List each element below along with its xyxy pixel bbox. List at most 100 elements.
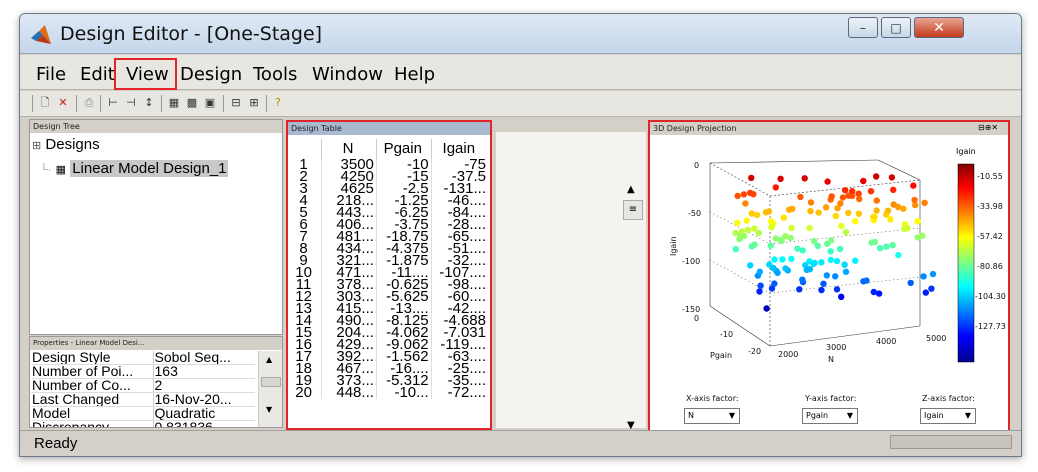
scroll-up-icon[interactable]: ▲ — [266, 355, 273, 364]
close-button[interactable]: ✕ — [914, 17, 964, 38]
chevron-down-icon[interactable]: ▼ — [728, 411, 736, 420]
table-row[interactable]: 8 434... -4.375 -51.... — [288, 243, 488, 255]
table-cell[interactable]: -4.688 — [430, 315, 488, 327]
table-cell[interactable]: -131... — [430, 183, 488, 195]
z-factor-select[interactable]: Igain ▼ — [920, 408, 976, 424]
scroll-thumb[interactable]: ≡ — [623, 200, 643, 220]
table-row[interactable]: 1 3500 -10 -75 — [288, 159, 488, 171]
table-cell[interactable]: -4.062 — [375, 327, 432, 339]
table-cell[interactable]: -107.... — [430, 267, 488, 279]
table-cell[interactable]: -37.5 — [430, 171, 488, 183]
menu-view[interactable]: View — [126, 64, 169, 85]
menu-edit[interactable]: Edit — [80, 64, 115, 85]
menu-window[interactable]: Window — [312, 64, 383, 85]
tree-item-linear-model-design[interactable]: └· ▦ Linear Model Design_1 — [40, 160, 229, 177]
table-cell[interactable]: 415... — [321, 303, 377, 315]
column-header-pgain[interactable]: Pgain — [375, 139, 432, 159]
table-row[interactable]: 16 429... -9.062 -119.... — [288, 339, 488, 351]
table-cell[interactable]: -63.... — [430, 351, 488, 363]
table-cell[interactable]: 218... — [321, 195, 377, 207]
table-cell[interactable]: 303... — [321, 291, 377, 303]
table-cell[interactable]: -60.... — [430, 291, 488, 303]
table-cell[interactable]: 4625 — [321, 183, 377, 195]
table-cell[interactable]: -5.312 — [375, 375, 432, 387]
table-row[interactable]: 11 378... -0.625 -98.... — [288, 279, 488, 291]
table-row[interactable]: 19 373... -5.312 -35.... — [288, 375, 488, 387]
table-cell[interactable]: 378... — [321, 279, 377, 291]
table-cell[interactable]: -13.... — [375, 303, 432, 315]
chevron-down-icon[interactable]: ▼ — [846, 411, 854, 420]
help-icon[interactable]: ? — [275, 96, 281, 109]
property-row[interactable]: Design Style Sobol Seq... — [31, 351, 255, 365]
properties-scrollbar[interactable]: ▲ ▼ — [258, 351, 282, 427]
column-header-igain[interactable]: Igain — [430, 139, 488, 159]
tree-move-icon[interactable]: ⊣ — [126, 96, 136, 109]
menu-file[interactable]: File — [36, 64, 67, 85]
table-cell[interactable]: -65.... — [430, 231, 488, 243]
property-row[interactable]: Number of Poi... 163 — [31, 364, 255, 379]
table-cell[interactable]: -28.... — [430, 219, 488, 231]
scroll-down-icon[interactable]: ▼ — [627, 420, 635, 431]
table-row[interactable]: 15 204... -4.062 -7.031 — [288, 327, 488, 339]
table-cell[interactable]: -75 — [430, 159, 488, 171]
y-factor-select[interactable]: Pgain ▼ — [802, 408, 858, 424]
table-row[interactable]: 4 218... -1.25 -46.... — [288, 195, 488, 207]
table-row[interactable]: 13 415... -13.... -42.... — [288, 303, 488, 315]
table-cell[interactable]: 204... — [321, 327, 377, 339]
table-cell[interactable]: 373... — [321, 375, 377, 387]
table-row[interactable]: 2 4250 -15 -37.5 — [288, 171, 488, 183]
menu-help[interactable]: Help — [394, 64, 436, 85]
table-cell[interactable]: -42.... — [430, 303, 488, 315]
table-cell[interactable]: -51.... — [430, 243, 488, 255]
table-cell[interactable]: -18.75 — [375, 231, 432, 243]
table-cell[interactable]: -1.875 — [375, 255, 432, 267]
table-cell[interactable]: -4.375 — [375, 243, 432, 255]
scroll-thumb[interactable] — [261, 377, 281, 387]
design-table-scrollbar[interactable]: ▲ ≡ ▼ — [496, 132, 646, 431]
tree-add-icon[interactable]: ⊢ — [108, 96, 118, 109]
table-cell[interactable]: -0.625 — [375, 279, 432, 291]
scroll-down-icon[interactable]: ▼ — [266, 405, 273, 414]
table-cell[interactable]: 443... — [321, 207, 377, 219]
table-cell[interactable]: 321... — [321, 255, 377, 267]
scroll-up-icon[interactable]: ▲ — [627, 184, 635, 195]
table-cell[interactable]: 490... — [321, 315, 377, 327]
column-header-n[interactable]: N — [321, 139, 377, 159]
table-cell[interactable]: 4250 — [321, 171, 377, 183]
maximize-button[interactable]: □ — [881, 17, 911, 38]
panel-controls-icon[interactable]: ⊟⊕✕ — [978, 123, 999, 132]
design-optimal-icon[interactable]: ▣ — [204, 96, 216, 109]
split-vertical-icon[interactable]: ⊟ — [231, 96, 241, 109]
new-design-icon[interactable]: 🗋 — [40, 96, 50, 109]
design-lattice-icon[interactable]: ▩ — [186, 96, 198, 109]
table-cell[interactable]: -84.... — [430, 207, 488, 219]
property-row[interactable]: Number of Co... 2 — [31, 378, 255, 393]
table-row[interactable]: 17 392... -1.562 -63.... — [288, 351, 488, 363]
table-cell[interactable]: -1.562 — [375, 351, 432, 363]
property-row[interactable]: Model Quadratic — [31, 406, 255, 421]
table-cell[interactable]: -46.... — [430, 195, 488, 207]
table-cell[interactable]: 448... — [321, 387, 377, 399]
tree-root[interactable]: ⊞ Designs — [32, 136, 100, 153]
table-cell[interactable]: 406... — [321, 219, 377, 231]
table-cell[interactable]: -7.031 — [430, 327, 488, 339]
table-cell[interactable]: -35.... — [430, 375, 488, 387]
table-cell[interactable]: -72.... — [430, 387, 488, 399]
split-horizontal-icon[interactable]: ⊞ — [249, 96, 259, 109]
minimize-button[interactable]: – — [848, 17, 878, 38]
table-cell[interactable]: 429... — [321, 339, 377, 351]
sort-icon[interactable]: ↕ — [144, 96, 154, 109]
print-icon[interactable]: ⎙ — [84, 96, 94, 109]
table-cell[interactable]: 467... — [321, 363, 377, 375]
table-cell[interactable]: -32.... — [430, 255, 488, 267]
table-cell[interactable]: -119.... — [430, 339, 488, 351]
x-factor-select[interactable]: N ▼ — [684, 408, 740, 424]
table-cell[interactable]: -8.125 — [375, 315, 432, 327]
table-cell[interactable]: -9.062 — [375, 339, 432, 351]
table-cell[interactable]: 481... — [321, 231, 377, 243]
table-cell[interactable]: -15 — [375, 171, 432, 183]
table-row[interactable]: 7 481... -18.75 -65.... — [288, 231, 488, 243]
table-cell[interactable]: 434... — [321, 243, 377, 255]
table-row[interactable]: 10 471... -11.... -107.... — [288, 267, 488, 279]
table-cell[interactable]: 3500 — [321, 159, 377, 171]
